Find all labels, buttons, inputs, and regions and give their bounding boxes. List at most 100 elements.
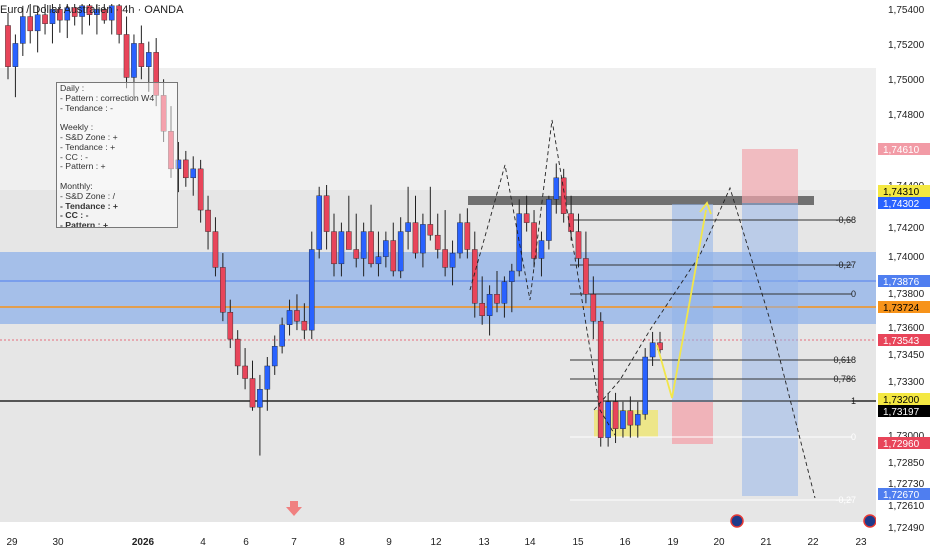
candle-body: [264, 365, 271, 390]
fib-level-label: -0,27: [835, 495, 856, 505]
price-tick-label: 1,72850: [888, 458, 925, 469]
price-tick-label: 1,74000: [888, 252, 925, 263]
candle-body: [383, 240, 389, 257]
candle-body: [286, 310, 293, 325]
candle-body: [501, 281, 508, 304]
price-label-text: 1,74302: [883, 199, 920, 210]
price-label-bg: [878, 143, 930, 155]
candle: [227, 299, 234, 349]
candle: [560, 168, 567, 223]
candle-body: [20, 16, 26, 44]
candle: [190, 156, 197, 196]
economic-event-icon[interactable]: [730, 514, 744, 528]
candle-body: [620, 410, 626, 429]
candle: [79, 4, 85, 35]
candle: [234, 330, 241, 375]
fib-level-label: 0,618: [833, 355, 856, 365]
candle-body: [642, 356, 648, 415]
candle: [642, 348, 648, 420]
candle-body: [316, 195, 322, 250]
price-label: 1,74302: [878, 197, 930, 210]
candle: [397, 217, 404, 279]
event-circle: [863, 514, 877, 528]
candle-body: [57, 9, 63, 21]
candle-body: [405, 222, 411, 232]
note-line: - Tendance : +: [60, 200, 119, 211]
time-tick-label: 7: [291, 537, 297, 548]
candle: [20, 5, 26, 56]
candle: [34, 5, 41, 53]
candle-body: [553, 177, 560, 200]
candle-body: [101, 9, 108, 21]
candle: [368, 204, 374, 268]
candle: [331, 213, 337, 277]
fib-level: -0,27: [570, 260, 856, 270]
candle: [427, 186, 434, 241]
time-tick-label: 15: [572, 537, 584, 548]
price-tick-label: 1,74800: [888, 110, 925, 121]
candle: [590, 276, 597, 340]
candle-body: [397, 231, 404, 272]
candle-body: [412, 222, 419, 254]
time-tick-label: 4: [200, 537, 206, 548]
note-line: - Tendance : -: [60, 102, 113, 113]
note-line: - CC : -: [60, 210, 89, 221]
price-label-text: 1,74610: [883, 145, 920, 156]
candle: [57, 4, 63, 33]
price-label: 1,72670: [878, 488, 930, 501]
price-tick-label: 1,73800: [888, 289, 925, 300]
fib-level-label: 1: [851, 396, 856, 406]
candle: [197, 159, 204, 223]
analysis-note-box[interactable]: Daily :- Pattern : correction W4- Tendan…: [56, 82, 178, 228]
note-line: - Tendance : +: [60, 141, 116, 152]
candle-body: [597, 320, 604, 438]
candle: [49, 4, 56, 44]
candle-body: [338, 231, 345, 265]
candle: [301, 303, 308, 340]
fib-level: 0: [570, 432, 856, 442]
candle-body: [220, 267, 226, 313]
candle-body: [353, 249, 360, 259]
note-line: - S&D Zone : +: [60, 131, 118, 142]
fib-level-label: 0: [851, 432, 856, 442]
candle-body: [494, 294, 500, 304]
candle-body: [560, 177, 567, 214]
candle-body: [294, 310, 300, 322]
candle-body: [538, 240, 545, 259]
price-label-text: 1,73197: [883, 407, 920, 418]
candle: [494, 271, 500, 313]
projection-path: [593, 186, 816, 499]
price-label: 1,73197: [878, 405, 930, 418]
time-tick-label: 16: [619, 537, 631, 548]
price-tick-label: 1,72490: [888, 523, 925, 534]
candle-body: [464, 222, 471, 250]
candle: [501, 276, 508, 318]
fib-level-label: -0,27: [835, 260, 856, 270]
candle: [279, 317, 285, 354]
candle: [449, 240, 456, 286]
price-tick-label: 1,73000: [888, 431, 925, 442]
price-label: 1,74610: [878, 143, 930, 156]
candle-body: [71, 7, 78, 17]
price-label-text: 1,73543: [883, 336, 920, 347]
candle-body: [375, 256, 382, 265]
candle: [138, 25, 145, 80]
candle: [523, 195, 530, 232]
candle-body: [249, 378, 256, 408]
candle: [123, 16, 130, 89]
supply-demand-zone: [0, 252, 876, 324]
note-line: - CC : -: [60, 151, 88, 162]
candle: [116, 4, 122, 44]
note-line: Daily :: [60, 83, 85, 93]
candle: [323, 184, 330, 250]
note-line: Monthly:: [60, 180, 93, 191]
time-tick-label: 22: [807, 537, 819, 548]
candle-body: [568, 213, 574, 232]
time-tick-label: 8: [339, 537, 345, 548]
candle: [457, 213, 463, 259]
economic-event-icon[interactable]: [863, 514, 877, 528]
candle-body: [145, 52, 152, 67]
candle-body: [242, 365, 248, 379]
fib-level-label: 0,786: [833, 374, 856, 384]
